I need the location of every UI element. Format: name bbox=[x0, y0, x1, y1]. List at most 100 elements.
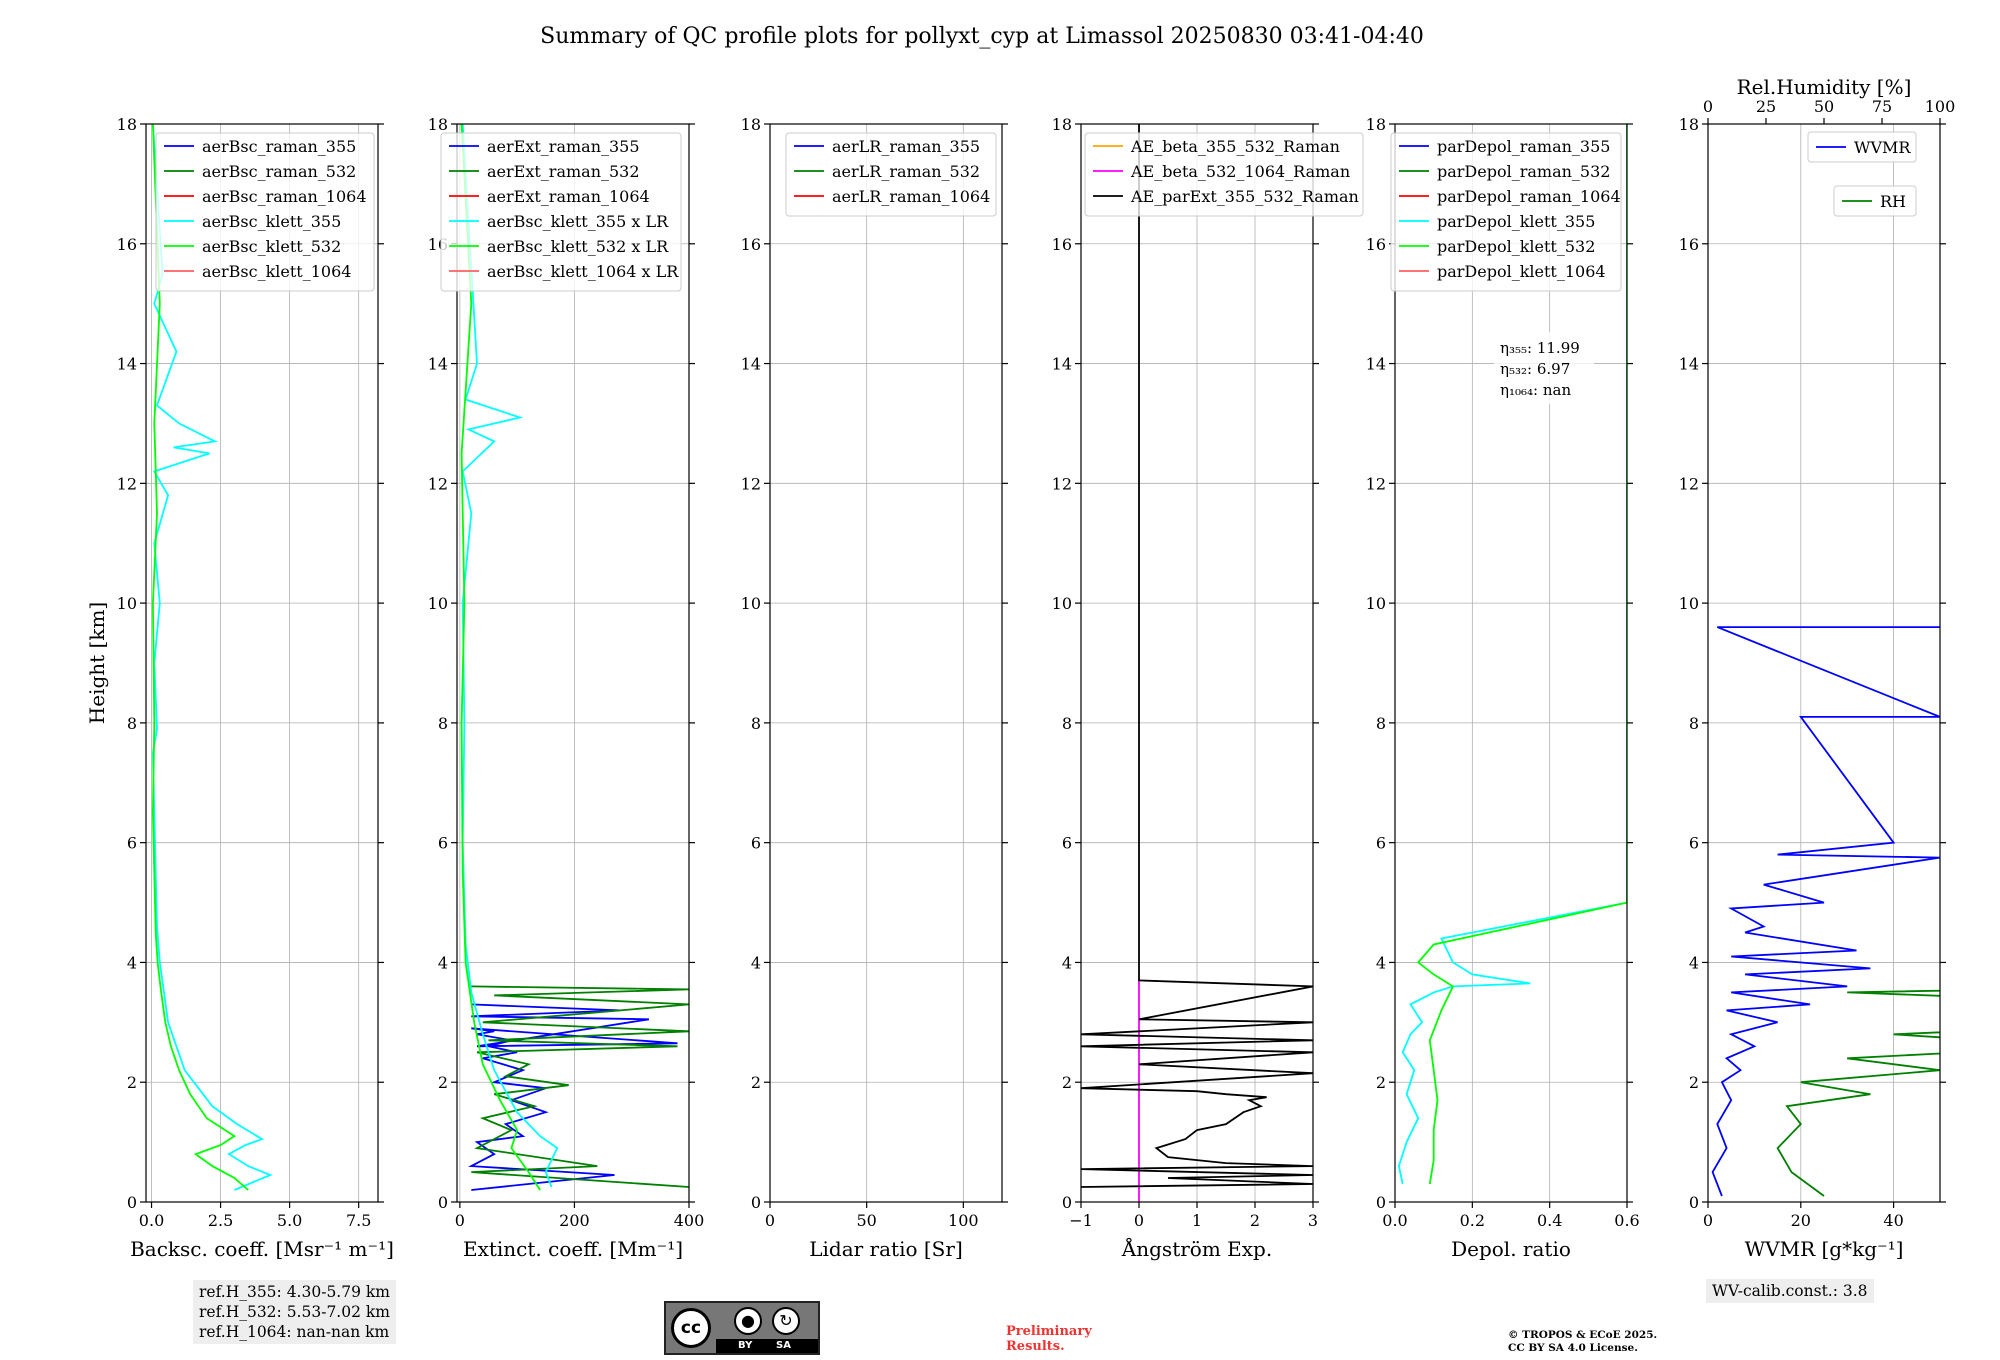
legend-label: aerBsc_klett_532 x LR bbox=[487, 237, 669, 256]
ytick-label: 4 bbox=[127, 953, 137, 972]
annotation-line: η₁₀₆₄: nan bbox=[1500, 381, 1571, 399]
legend-box bbox=[440, 132, 682, 292]
legend-label: AE_beta_532_1064_Raman bbox=[1130, 162, 1350, 181]
xaxis-label: Extinct. coeff. [Mm⁻¹] bbox=[463, 1237, 683, 1261]
ytick-label: 16 bbox=[741, 235, 761, 254]
ytick-label: 0 bbox=[1062, 1193, 1072, 1212]
sa-icon: ↻ bbox=[772, 1307, 800, 1335]
ytick-label: 18 bbox=[1052, 115, 1072, 134]
legend-label: aerBsc_raman_355 bbox=[202, 137, 356, 156]
refh-355-text: ref.H_355: 4.30-5.79 km bbox=[199, 1283, 390, 1301]
legend-label: parDepol_klett_532 bbox=[1437, 237, 1595, 256]
xtick-label: 0 bbox=[455, 1211, 465, 1230]
ytick-label: 0 bbox=[438, 1193, 448, 1212]
secondary-xtick-label: 0 bbox=[1703, 97, 1713, 116]
axes-frame bbox=[1394, 123, 1628, 1203]
preliminary-note: Preliminary Results. bbox=[1006, 1324, 1092, 1354]
ytick-label: 18 bbox=[1679, 115, 1699, 134]
ytick-label: 10 bbox=[741, 594, 761, 613]
secondary-xtick-label: 25 bbox=[1756, 97, 1776, 116]
ytick-label: 2 bbox=[1062, 1073, 1072, 1092]
series-line-pardepol-klett-355 bbox=[1397, 124, 1627, 1185]
series-group bbox=[151, 124, 273, 1191]
ytick-label: 14 bbox=[1679, 355, 1699, 374]
ytick-label: 18 bbox=[741, 115, 761, 134]
annotation-box bbox=[1494, 332, 1594, 404]
ytick-label: 0 bbox=[751, 1193, 761, 1212]
legend-box bbox=[1807, 131, 1917, 163]
xaxis-label: Ångström Exp. bbox=[1121, 1236, 1272, 1261]
xtick-label: 2 bbox=[1250, 1211, 1260, 1230]
xtick-label: 0.0 bbox=[1382, 1211, 1407, 1230]
ytick-label: 6 bbox=[1062, 834, 1072, 853]
xtick-label: 40 bbox=[1883, 1211, 1903, 1230]
axes-frame bbox=[456, 123, 690, 1203]
secondary-xaxis-label: Rel.Humidity [%] bbox=[1737, 75, 1912, 99]
legend-label: aerExt_raman_355 bbox=[487, 137, 640, 156]
ytick-label: 18 bbox=[428, 115, 448, 134]
cc-license-logo: cc ● ↻ BY SA bbox=[664, 1301, 820, 1355]
legend-label: parDepol_klett_355 bbox=[1437, 212, 1595, 231]
ytick-label: 4 bbox=[438, 953, 448, 972]
yaxis-label: Height [km] bbox=[85, 602, 109, 724]
legend-box bbox=[1390, 132, 1622, 292]
xtick-label: 400 bbox=[674, 1211, 705, 1230]
xtick-label: 0.4 bbox=[1537, 1211, 1562, 1230]
legend: aerBsc_raman_355 aerBsc_raman_532 aerBsc_r… bbox=[155, 132, 375, 292]
ytick-label: 10 bbox=[1366, 594, 1386, 613]
xaxis-label: Backsc. coeff. [Msr⁻¹ m⁻¹] bbox=[130, 1237, 394, 1261]
axes-frame bbox=[769, 123, 1003, 1203]
preliminary-line-2: Results. bbox=[1006, 1339, 1065, 1354]
xaxis-label: WVMR [g*kg⁻¹] bbox=[1745, 1237, 1904, 1261]
panel-lr: 0 2 4 6 8 10 12 14 16 18 0 50 100 Lidar ratio [Sr] aer… bbox=[741, 115, 1008, 1261]
annotation-line: η₃₅₅: 11.99 bbox=[1500, 339, 1580, 357]
xtick-label: 2.5 bbox=[208, 1211, 233, 1230]
legend-wvmr: WVMR bbox=[1807, 131, 1917, 163]
series-line-wvmr bbox=[1711, 626, 1940, 1197]
legend-label: aerBsc_raman_532 bbox=[202, 162, 356, 181]
legend-label: AE_parExt_355_532_Raman bbox=[1130, 187, 1359, 206]
legend-label: aerBsc_klett_355 x LR bbox=[487, 212, 669, 231]
ytick-label: 4 bbox=[1689, 953, 1699, 972]
legend-label: parDepol_raman_1064 bbox=[1437, 187, 1621, 206]
series-line-rh bbox=[1776, 989, 1940, 1197]
ytick-label: 10 bbox=[1052, 594, 1072, 613]
ytick-label: 10 bbox=[1679, 594, 1699, 613]
xaxis-label: Depol. ratio bbox=[1451, 1237, 1571, 1261]
legend-label: WVMR bbox=[1854, 138, 1911, 157]
legend-label: parDepol_raman_355 bbox=[1437, 137, 1610, 156]
ytick-label: 14 bbox=[1052, 355, 1072, 374]
ytick-label: 8 bbox=[438, 714, 448, 733]
ytick-label: 0 bbox=[127, 1193, 137, 1212]
legend-label: AE_beta_355_532_Raman bbox=[1130, 137, 1340, 156]
legend-box bbox=[785, 132, 997, 217]
legend: AE_beta_355_532_Raman AE_beta_532_1064_Ra… bbox=[1084, 132, 1364, 217]
ytick-label: 12 bbox=[117, 474, 137, 493]
copyright-line-1: © TROPOS & ECoE 2025. bbox=[1508, 1329, 1658, 1341]
cc-label: cc bbox=[680, 1318, 702, 1338]
legend-label: parDepol_raman_532 bbox=[1437, 162, 1610, 181]
ytick-label: 8 bbox=[1376, 714, 1386, 733]
legend: aerExt_raman_355 aerExt_raman_532 aerExt_r… bbox=[440, 132, 682, 292]
series-line-aerbsc-klett-532 bbox=[151, 124, 249, 1191]
xtick-label: 7.5 bbox=[346, 1211, 371, 1230]
copyright-line-2: CC BY SA 4.0 License. bbox=[1508, 1342, 1638, 1354]
copyright-note: © TROPOS & ECoE 2025. CC BY SA 4.0 Licen… bbox=[1508, 1329, 1657, 1355]
ytick-label: 10 bbox=[117, 594, 137, 613]
legend-label: aerBsc_klett_1064 bbox=[202, 262, 351, 281]
legend-label: aerLR_raman_1064 bbox=[832, 187, 990, 206]
ytick-label: 4 bbox=[1062, 953, 1072, 972]
license-bar: BY SA bbox=[716, 1339, 818, 1353]
xtick-label: 0.0 bbox=[139, 1211, 164, 1230]
ytick-label: 12 bbox=[428, 474, 448, 493]
series-group bbox=[1081, 124, 1313, 1202]
ytick-label: 2 bbox=[127, 1073, 137, 1092]
ytick-label: 6 bbox=[1376, 834, 1386, 853]
series-group bbox=[1711, 626, 1940, 1197]
xtick-label: 3 bbox=[1308, 1211, 1318, 1230]
legend: aerLR_raman_355 aerLR_raman_532 aerLR_rama… bbox=[785, 132, 997, 217]
ytick-label: 16 bbox=[1366, 235, 1386, 254]
